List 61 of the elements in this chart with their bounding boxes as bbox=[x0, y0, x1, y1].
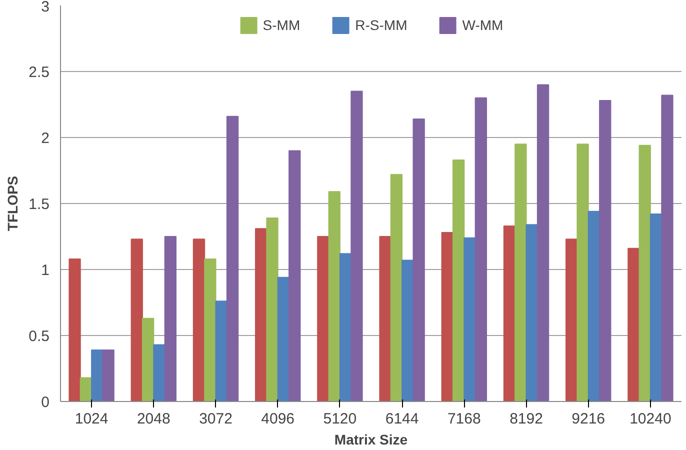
bar bbox=[464, 237, 476, 402]
bar bbox=[226, 116, 239, 402]
y-tick-label: 0.5 bbox=[28, 328, 50, 345]
x-tick-label: 5120 bbox=[323, 410, 357, 428]
bar bbox=[192, 238, 206, 402]
bar bbox=[599, 100, 612, 402]
bar bbox=[565, 238, 578, 402]
legend-label: W-MM bbox=[462, 17, 504, 33]
bar bbox=[142, 318, 154, 402]
bar bbox=[80, 377, 92, 402]
legend-label: R-S-MM bbox=[355, 17, 408, 33]
y-tick-label: 2 bbox=[41, 130, 50, 147]
bar bbox=[452, 159, 465, 402]
y-tick-label: 1 bbox=[41, 262, 50, 279]
x-tick-label: 10240 bbox=[630, 410, 672, 428]
legend-label: S-MM bbox=[262, 17, 300, 33]
bar bbox=[638, 144, 651, 402]
y-axis-title: TFLOPS bbox=[4, 176, 21, 232]
x-tick-label: 3072 bbox=[199, 410, 232, 428]
y-tick-label: 3 bbox=[41, 0, 50, 16]
bar bbox=[536, 84, 550, 402]
bar bbox=[266, 218, 278, 402]
x-tick-label: 6144 bbox=[385, 410, 419, 428]
x-tick-label: 2048 bbox=[136, 410, 170, 428]
x-axis-title: Matrix Size bbox=[334, 432, 408, 448]
bar bbox=[441, 232, 454, 402]
x-tick-label: 8192 bbox=[510, 410, 543, 428]
bar bbox=[390, 174, 403, 402]
bar bbox=[204, 258, 216, 402]
bar bbox=[328, 191, 340, 402]
bar bbox=[130, 238, 143, 402]
bar bbox=[153, 344, 166, 402]
bar bbox=[164, 236, 177, 402]
bar bbox=[68, 258, 81, 402]
bar bbox=[317, 236, 330, 402]
bar bbox=[576, 144, 589, 402]
bar bbox=[402, 260, 414, 402]
y-tick-label: 0 bbox=[41, 394, 50, 411]
bar bbox=[339, 253, 352, 402]
bar bbox=[514, 144, 527, 402]
bar bbox=[588, 210, 600, 402]
bar bbox=[215, 300, 228, 402]
bar bbox=[277, 276, 290, 402]
bar bbox=[288, 150, 301, 402]
x-tick-label: 1024 bbox=[74, 410, 108, 428]
y-tick-label: 1.5 bbox=[28, 196, 50, 213]
bar bbox=[102, 350, 114, 402]
bar bbox=[503, 225, 516, 402]
bar bbox=[350, 90, 363, 402]
x-tick-label: 9216 bbox=[572, 410, 606, 428]
x-tick-label: 7168 bbox=[447, 410, 481, 428]
y-tick-label: 2.5 bbox=[28, 64, 50, 81]
bar bbox=[628, 248, 640, 402]
x-tick-label: 4096 bbox=[261, 410, 295, 428]
bar bbox=[254, 228, 268, 402]
bar bbox=[661, 94, 674, 402]
bar bbox=[474, 97, 488, 402]
bar bbox=[412, 118, 425, 402]
bar bbox=[650, 214, 662, 402]
bar bbox=[379, 236, 392, 402]
bar bbox=[526, 224, 538, 402]
